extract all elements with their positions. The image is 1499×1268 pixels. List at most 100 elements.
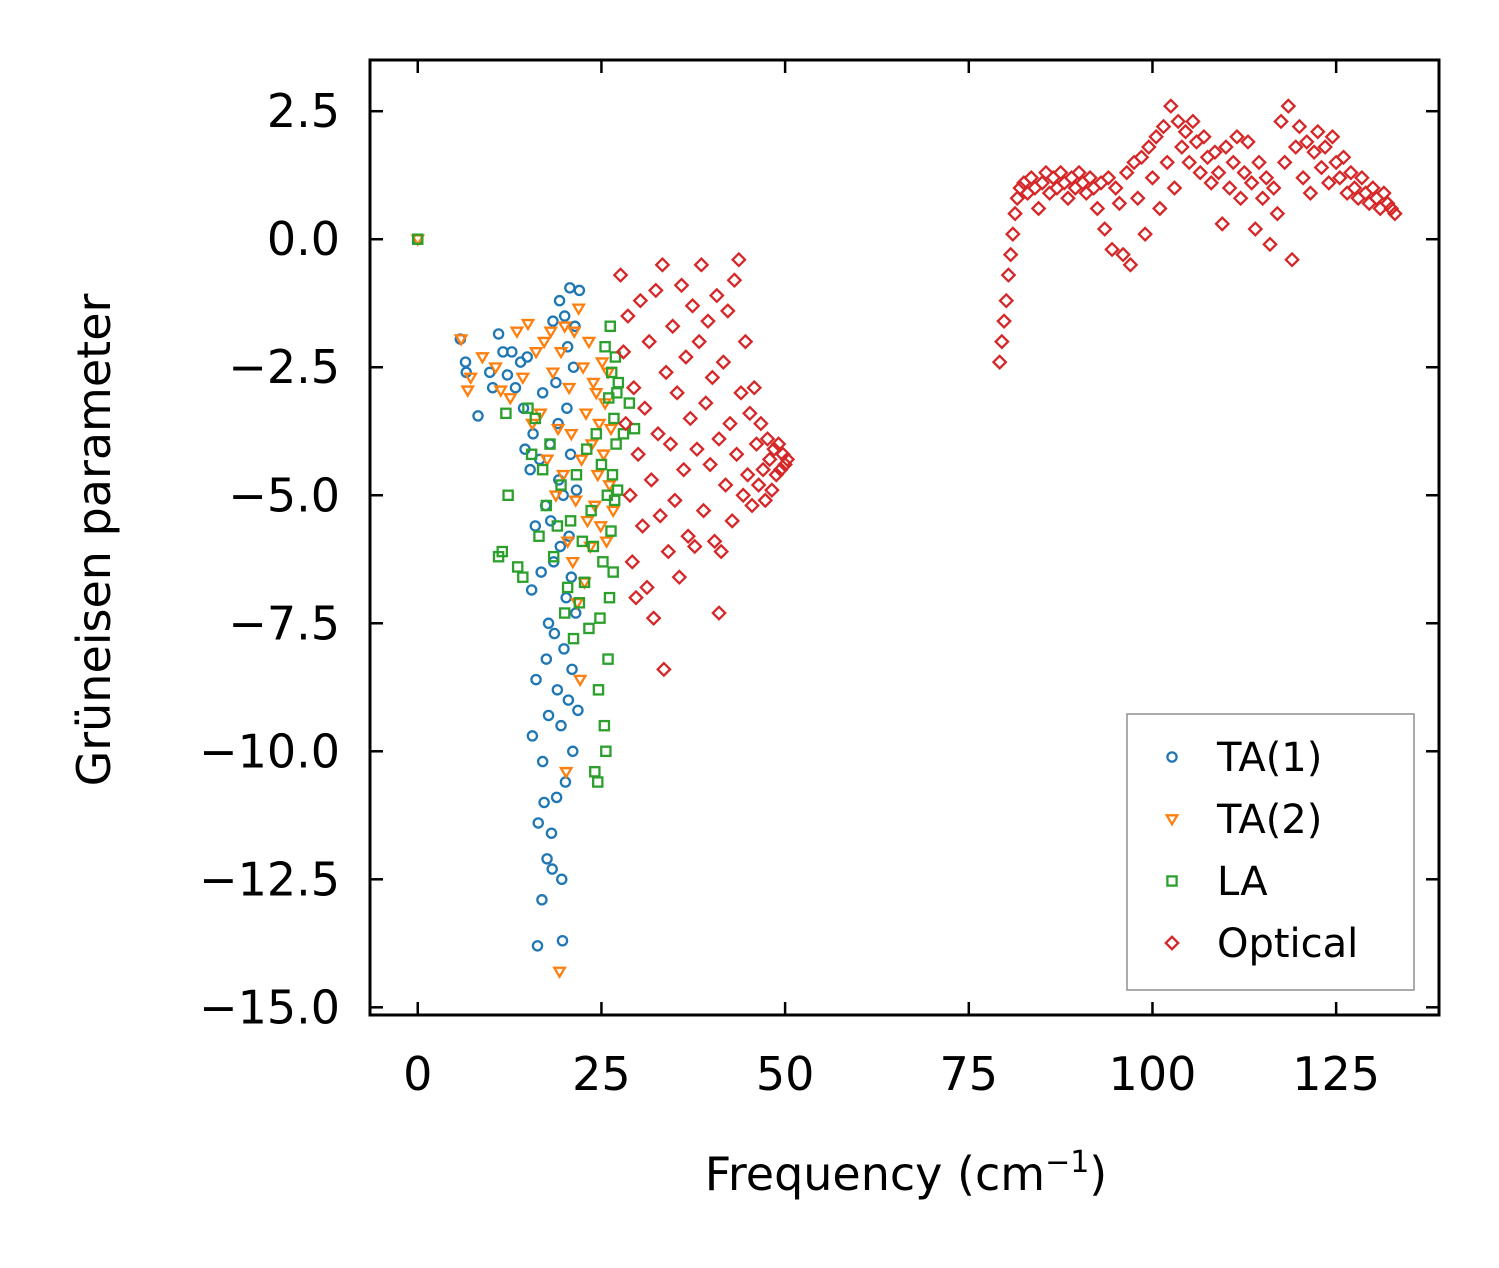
data-point xyxy=(569,320,581,333)
data-point xyxy=(565,556,581,570)
data-point xyxy=(548,627,561,640)
data-point xyxy=(573,284,586,297)
series-ta-1 xyxy=(412,233,586,952)
data-point xyxy=(1287,139,1304,155)
data-point xyxy=(1309,123,1326,140)
data-point xyxy=(772,461,789,478)
data-point xyxy=(575,362,591,375)
y-tick-label: −2.5 xyxy=(228,340,340,394)
data-point xyxy=(551,520,564,532)
data-point xyxy=(529,520,542,532)
data-point xyxy=(622,487,638,504)
data-point xyxy=(1302,185,1319,201)
data-point xyxy=(596,449,611,462)
data-point xyxy=(593,521,608,534)
data-point xyxy=(1387,205,1403,222)
data-point xyxy=(730,251,747,268)
data-point xyxy=(1030,200,1047,217)
data-point xyxy=(599,341,611,353)
data-point xyxy=(739,466,756,483)
x-tick-label: 125 xyxy=(1292,1047,1380,1101)
data-point xyxy=(525,448,538,461)
data-point xyxy=(611,484,624,496)
data-point xyxy=(524,463,536,476)
data-point xyxy=(1207,144,1223,161)
data-point xyxy=(713,543,730,560)
data-point xyxy=(1313,159,1330,176)
data-point xyxy=(612,376,625,389)
data-point xyxy=(609,351,622,363)
data-point xyxy=(610,438,622,450)
data-point xyxy=(460,385,476,398)
data-point xyxy=(591,418,607,432)
data-point xyxy=(658,364,674,381)
data-point xyxy=(569,607,582,619)
data-point xyxy=(564,282,576,294)
y-axis-label: Grüneisen parameter xyxy=(67,293,121,786)
data-point xyxy=(693,256,710,273)
data-point xyxy=(715,354,732,370)
data-point xyxy=(1107,180,1124,196)
data-point xyxy=(656,661,672,678)
data-point xyxy=(1041,185,1058,201)
data-point xyxy=(757,492,774,509)
data-point xyxy=(463,372,478,386)
data-point xyxy=(1038,164,1054,181)
data-point xyxy=(643,472,660,488)
data-point xyxy=(1133,149,1150,166)
x-tick-label: 50 xyxy=(756,1047,815,1101)
data-point xyxy=(1140,139,1157,155)
data-point xyxy=(544,438,556,450)
data-point xyxy=(617,428,630,440)
data-point xyxy=(733,385,749,401)
data-point xyxy=(1273,113,1289,130)
data-point xyxy=(1320,175,1337,191)
data-point xyxy=(654,256,671,273)
data-point xyxy=(527,428,539,440)
data-point xyxy=(1060,190,1076,207)
data-point xyxy=(1159,154,1175,171)
data-point xyxy=(553,294,566,307)
data-point xyxy=(1166,180,1183,196)
legend-label: TA(2) xyxy=(1216,797,1322,843)
data-point xyxy=(717,477,734,493)
data-point xyxy=(597,556,609,568)
data-point xyxy=(1262,236,1278,253)
data-point xyxy=(1089,200,1106,217)
data-point xyxy=(541,853,553,865)
data-point xyxy=(573,597,586,609)
data-point xyxy=(599,536,614,549)
data-point xyxy=(1317,139,1333,155)
data-point xyxy=(608,412,620,425)
data-point xyxy=(590,469,606,483)
legend-marker xyxy=(1164,935,1180,951)
data-point xyxy=(742,405,758,422)
data-point xyxy=(689,441,705,458)
data-point xyxy=(526,730,539,742)
legend-label: LA xyxy=(1217,859,1268,905)
data-point xyxy=(1269,205,1286,222)
data-point xyxy=(561,402,573,414)
data-point xyxy=(493,385,509,398)
data-point xyxy=(1126,154,1142,171)
data-point xyxy=(1214,216,1231,232)
data-point xyxy=(564,515,577,527)
data-point xyxy=(686,538,703,555)
data-point xyxy=(675,461,692,478)
data-point xyxy=(607,566,619,578)
data-point xyxy=(764,482,780,498)
data-point xyxy=(623,397,636,409)
data-point xyxy=(1148,128,1164,145)
data-point xyxy=(630,446,647,463)
legend: TA(1) TA(2) LA Optical xyxy=(1126,713,1415,991)
data-point xyxy=(558,310,571,322)
data-point xyxy=(592,684,605,696)
y-tick-label: −7.5 xyxy=(228,596,340,650)
y-tick-label: 0.0 xyxy=(267,212,340,266)
data-point xyxy=(529,412,542,425)
data-point xyxy=(678,349,694,365)
x-tick-label: 100 xyxy=(1109,1047,1197,1101)
data-point xyxy=(1251,154,1267,171)
data-point xyxy=(500,407,512,420)
